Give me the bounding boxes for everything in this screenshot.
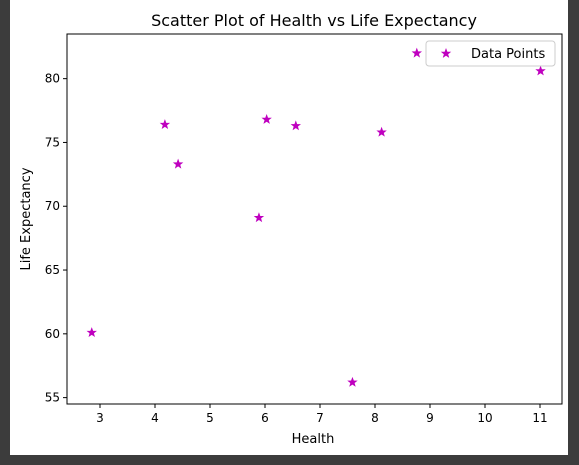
data-point [347, 376, 358, 387]
chart-title: Scatter Plot of Health vs Life Expectanc… [151, 11, 477, 30]
data-point [159, 119, 171, 130]
y-tick-label: 80 [45, 72, 60, 86]
legend: Data Points [425, 40, 556, 67]
data-point [535, 65, 546, 76]
legend-label: Data Points [471, 47, 545, 62]
data-point [290, 120, 301, 131]
y-tick-label: 60 [45, 327, 60, 341]
x-tick-label: 4 [151, 411, 159, 425]
plot-area-frame [66, 33, 563, 405]
y-tick-label: 55 [45, 391, 60, 405]
x-tick-label: 10 [477, 411, 492, 425]
y-axis-ticks: 55 60 65 70 75 80 [45, 72, 67, 405]
x-tick-label: 3 [96, 411, 104, 425]
data-point [261, 114, 272, 124]
y-tick-label: 65 [45, 263, 60, 277]
x-tick-label: 5 [206, 411, 214, 425]
x-tick-label: 8 [371, 411, 379, 425]
legend-box [425, 40, 556, 67]
data-point [411, 47, 422, 58]
data-points [86, 47, 546, 387]
x-axis-label: Health [292, 432, 335, 447]
legend-star-icon [440, 48, 452, 58]
y-axis-label: Life Expectancy [19, 167, 34, 270]
y-tick-label: 70 [45, 199, 60, 213]
figure-background [10, 0, 568, 455]
data-point [172, 158, 184, 169]
data-point [86, 327, 97, 337]
y-tick-label: 75 [45, 135, 60, 149]
x-tick-label: 9 [426, 411, 434, 425]
legend-marker-star [440, 48, 452, 58]
data-point [253, 212, 265, 223]
x-tick-label: 6 [261, 411, 269, 425]
x-axis-ticks: 3 4 5 6 7 8 9 10 11 [96, 404, 548, 425]
x-tick-label: 11 [532, 411, 547, 425]
x-tick-label: 7 [316, 411, 324, 425]
data-point [376, 126, 387, 137]
